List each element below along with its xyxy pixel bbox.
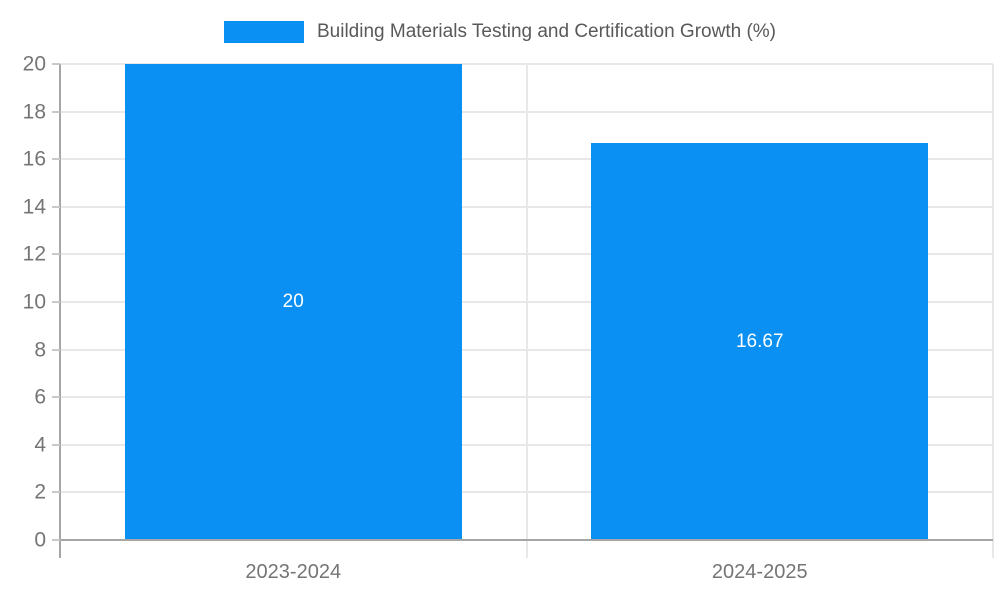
y-tick-label: 4	[34, 433, 46, 457]
plot-area: 20 16.67	[60, 63, 994, 558]
bar-value-label: 16.67	[735, 330, 784, 352]
y-tick-mark	[52, 253, 60, 256]
y-tick-label: 10	[22, 290, 46, 314]
y-tick-mark	[52, 205, 60, 208]
x-tick-label: 2024-2025	[711, 561, 808, 583]
x-tick-label: 2023-2024	[245, 561, 342, 583]
bar[interactable]: 20	[124, 64, 462, 540]
y-tick-label: 2	[34, 480, 46, 504]
legend[interactable]: Building Materials Testing and Certifica…	[0, 14, 1000, 50]
y-tick-mark	[52, 348, 60, 351]
y-tick-mark	[52, 63, 60, 65]
category-boundary-line	[992, 64, 994, 558]
y-tick-label: 0	[34, 528, 46, 552]
y-tick-mark	[52, 158, 60, 161]
y-tick-mark	[52, 539, 60, 541]
legend-swatch-icon	[223, 21, 304, 43]
y-tick-label: 6	[34, 385, 46, 409]
y-tick-label: 8	[34, 338, 46, 362]
y-tick-mark	[52, 443, 60, 446]
y-axis-line	[59, 64, 61, 558]
category-boundary-line	[525, 64, 528, 558]
legend-label: Building Materials Testing and Certifica…	[316, 21, 776, 42]
y-tick-label: 20	[22, 52, 46, 76]
y-tick-mark	[52, 396, 60, 399]
bar-value-label: 20	[282, 291, 304, 312]
y-tick-label: 12	[22, 242, 46, 266]
y-tick-label: 16	[22, 147, 46, 171]
y-tick-mark	[52, 301, 60, 303]
y-tick-label: 14	[22, 195, 46, 219]
y-tick-mark	[52, 491, 60, 494]
x-axis-line	[52, 539, 993, 541]
bar[interactable]: 16.67	[591, 143, 929, 540]
y-tick-mark	[52, 110, 60, 113]
y-tick-label: 18	[22, 100, 46, 124]
